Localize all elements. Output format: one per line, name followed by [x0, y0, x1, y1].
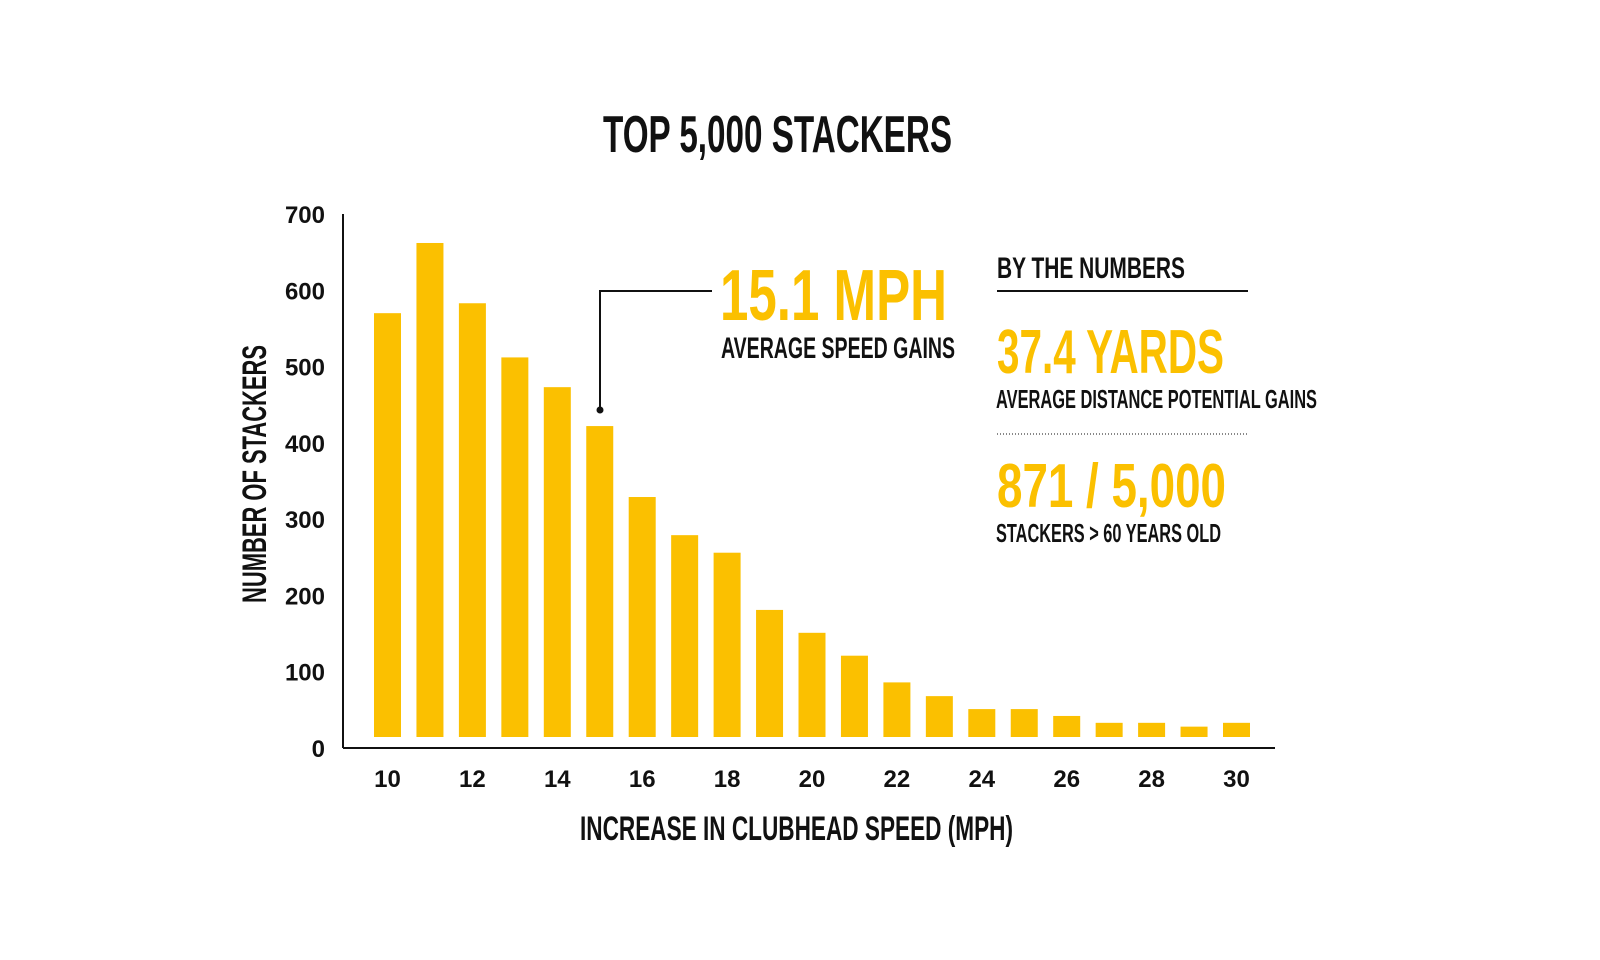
- bar-22: [883, 682, 911, 737]
- bar-30: [1223, 722, 1250, 737]
- y-tick-label: 600: [285, 278, 325, 305]
- y-tick-label: 200: [285, 583, 325, 610]
- bar-25: [1010, 709, 1038, 737]
- annotation-label: AVERAGE SPEED GAINS: [721, 332, 955, 365]
- bar-14: [543, 387, 571, 737]
- bar-12: [458, 303, 486, 737]
- annotation-leader-line: [599, 290, 712, 410]
- y-tick-label: 0: [312, 736, 325, 763]
- x-tick-label: 10: [374, 766, 401, 793]
- stat-distance-value: 37.4 YARDS: [997, 318, 1224, 387]
- bar-21: [840, 655, 868, 737]
- stat-age-label: STACKERS > 60 YEARS OLD: [996, 518, 1221, 548]
- bar-29: [1180, 726, 1208, 737]
- x-tick-label: 24: [968, 766, 995, 793]
- annotation-value: 15.1 MPH: [720, 256, 947, 336]
- stat-distance-label: AVERAGE DISTANCE POTENTIAL GAINS: [996, 384, 1317, 414]
- y-tick-label: 500: [285, 355, 325, 382]
- bar-13: [501, 357, 529, 737]
- x-axis-label: INCREASE IN CLUBHEAD SPEED (MPH): [580, 810, 1013, 848]
- bar-26: [1053, 715, 1081, 737]
- bar-11: [416, 242, 444, 737]
- x-tick-label: 12: [459, 766, 486, 793]
- x-tick-label: 28: [1138, 766, 1165, 793]
- bar-28: [1138, 722, 1166, 737]
- x-tick-label: 14: [544, 766, 571, 793]
- annotation-dot: [596, 406, 604, 414]
- chart-title: TOP 5,000 STACKERS: [603, 106, 952, 164]
- y-tick-label: 400: [285, 431, 325, 458]
- x-tick-label: 22: [884, 766, 911, 793]
- x-tick-label: 16: [629, 766, 656, 793]
- y-tick-label: 300: [285, 507, 325, 534]
- bar-19: [756, 609, 784, 737]
- bar-10: [374, 313, 401, 737]
- bar-17: [671, 535, 699, 737]
- bar-27: [1095, 722, 1123, 737]
- y-tick-label: 100: [285, 660, 325, 687]
- bar-24: [968, 709, 996, 737]
- bar-23: [925, 696, 953, 737]
- x-tick-label: 26: [1053, 766, 1080, 793]
- x-tick-label: 30: [1223, 766, 1250, 793]
- bar-20: [798, 632, 826, 737]
- bar-18: [713, 552, 741, 737]
- stat-age-value: 871 / 5,000: [997, 452, 1226, 521]
- y-tick-label: 700: [285, 202, 325, 229]
- y-axis-label: NUMBER OF STACKERS: [236, 345, 274, 603]
- bar-16: [628, 497, 656, 737]
- by-the-numbers-heading: BY THE NUMBERS: [997, 252, 1185, 285]
- x-tick-label: 20: [799, 766, 826, 793]
- x-tick-label: 18: [714, 766, 741, 793]
- bar-15: [586, 426, 614, 737]
